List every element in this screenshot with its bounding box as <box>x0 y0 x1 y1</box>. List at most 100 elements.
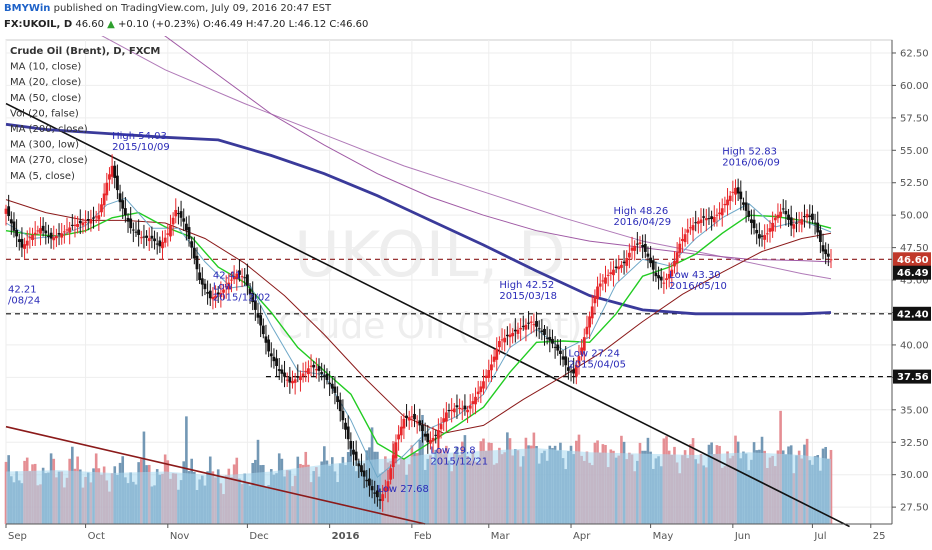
candle-body <box>357 463 361 467</box>
candle-body <box>588 316 591 328</box>
candle-body <box>511 332 515 337</box>
candle-body <box>731 191 735 193</box>
candle-body <box>227 282 231 290</box>
candle-body <box>763 235 767 240</box>
price-tag-label: 46.49 <box>897 268 929 279</box>
candle-body <box>296 376 300 378</box>
candle-body <box>267 339 271 352</box>
candle-body <box>768 228 772 232</box>
candle-body <box>147 238 151 242</box>
candle-body <box>752 219 756 229</box>
candle-body <box>439 424 443 430</box>
candle-body <box>750 219 753 223</box>
y-axis[interactable]: 27.5030.0032.5035.0037.5040.0042.5045.00… <box>891 40 929 524</box>
candle-body <box>659 276 663 281</box>
y-tick-label: 50.00 <box>900 211 929 222</box>
candle-body <box>272 356 276 362</box>
candle-body <box>190 241 194 248</box>
up-arrow-icon: ▲ <box>107 19 115 30</box>
candle-body <box>540 330 544 332</box>
candle-body <box>487 370 491 378</box>
annotation-label: 2015/12/02 <box>213 293 271 304</box>
candle-body <box>720 208 724 216</box>
ma200-line <box>101 36 832 280</box>
candle-body <box>495 348 499 360</box>
candle-body <box>646 253 650 257</box>
candle-body <box>251 293 255 303</box>
x-axis[interactable]: Sep Oct Nov Dec 2016 Feb Mar Apr May Jun Jul 25 <box>5 523 892 542</box>
candle-body <box>545 337 549 339</box>
candle-body <box>665 278 668 281</box>
volume-bar <box>185 416 188 524</box>
candle-body <box>734 187 737 195</box>
candle-body <box>142 236 146 238</box>
candle-body <box>789 217 793 226</box>
candle-body <box>805 213 809 218</box>
candle-body <box>524 324 528 330</box>
candle-body <box>776 214 780 219</box>
candle-body <box>169 225 172 237</box>
candle-body <box>131 229 135 231</box>
candle-body <box>696 221 700 224</box>
candle-body <box>569 371 573 373</box>
candle-body <box>277 369 281 371</box>
legend-entry: MA (50, close) <box>10 93 81 104</box>
candle-body <box>516 329 520 334</box>
candle-body <box>330 383 334 389</box>
candle-body <box>654 272 658 277</box>
candle-body <box>466 409 469 413</box>
volume-ma-area <box>6 448 831 524</box>
candle-body <box>375 490 379 498</box>
candle-body <box>108 174 111 180</box>
candle-body <box>415 422 419 424</box>
candle-body <box>736 187 740 194</box>
x-tick-label: Jun <box>734 531 751 542</box>
x-tick-label: Jul <box>813 531 826 542</box>
candle-body <box>707 218 711 220</box>
candle-body <box>121 200 125 209</box>
candle-body <box>622 261 626 264</box>
candle-body <box>527 322 530 324</box>
price-tag-label: 37.56 <box>897 372 929 383</box>
annotation-label: 2016/05/10 <box>669 281 727 292</box>
price-chart[interactable]: UKOIL, D Crude Oil (Brent) High 54.03201… <box>0 36 932 550</box>
y-tick-label: 45.00 <box>900 276 929 287</box>
y-tick-label: 27.50 <box>900 503 929 514</box>
annotation-label: 2016/06/09 <box>722 157 780 168</box>
candle-body <box>200 278 204 285</box>
candle-body <box>826 253 830 257</box>
candle-body <box>813 222 817 224</box>
candle-body <box>110 165 114 177</box>
candle-body <box>548 336 552 341</box>
candle-body <box>739 191 743 200</box>
candle-body <box>455 405 459 408</box>
candle-body <box>280 369 284 374</box>
symbol-label[interactable]: FX:UKOIL, D <box>4 19 73 30</box>
candle-body <box>36 230 40 232</box>
candle-body <box>92 217 95 219</box>
candle-body <box>744 202 748 211</box>
ma20-line <box>5 211 832 460</box>
candle-body <box>535 321 538 327</box>
annotations: High 54.032015/10/0942.21/08/2442.41Low2… <box>8 131 780 495</box>
candle-body <box>816 222 820 233</box>
candle-body <box>253 300 257 310</box>
x-tick-label: Nov <box>170 531 190 542</box>
price-tag-bg <box>893 369 931 384</box>
candle-body <box>649 257 653 264</box>
annotation-label: Low 27.24 <box>568 349 620 360</box>
candle-body <box>779 211 782 217</box>
y-tick-label: 30.00 <box>900 470 929 481</box>
candle-body <box>508 334 512 338</box>
candle-body <box>81 222 85 226</box>
candle-body <box>781 208 785 210</box>
candle-body <box>399 426 403 436</box>
candle-body <box>590 306 594 319</box>
candle-body <box>145 235 148 238</box>
symbol-line: FX:UKOIL, D 46.60 ▲ +0.10 (+0.23%) O:46.… <box>4 19 368 30</box>
candle-body <box>129 218 133 229</box>
candle-body <box>84 221 87 223</box>
candle-body <box>474 396 477 405</box>
publisher-name[interactable]: BMYWin <box>4 3 51 14</box>
candle-body <box>386 481 390 491</box>
